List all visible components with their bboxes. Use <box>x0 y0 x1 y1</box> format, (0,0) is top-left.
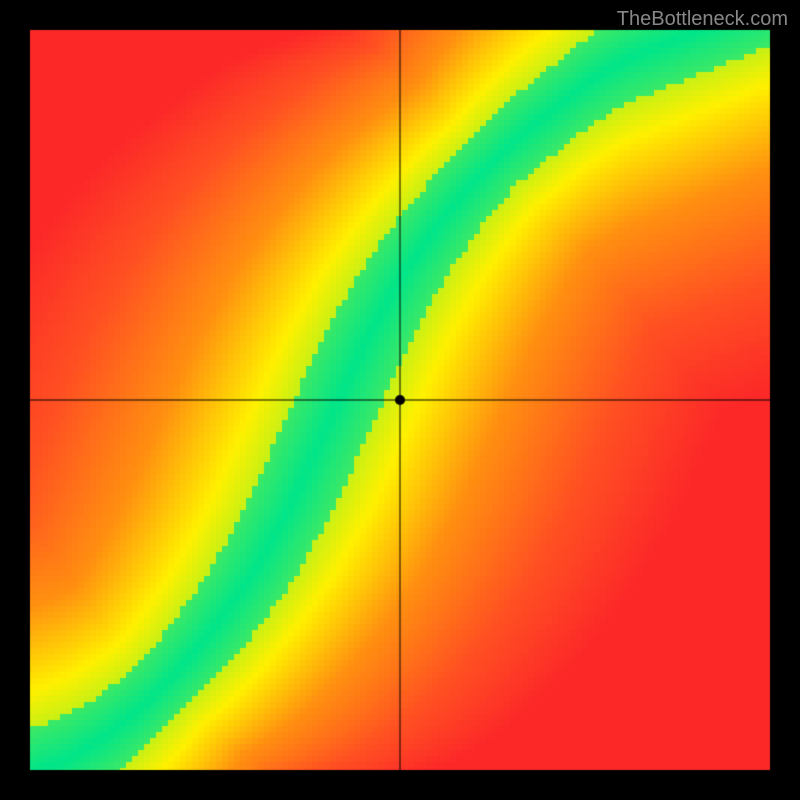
chart-container: TheBottleneck.com <box>0 0 800 800</box>
bottleneck-heatmap <box>0 0 800 800</box>
watermark-text: TheBottleneck.com <box>617 8 788 31</box>
